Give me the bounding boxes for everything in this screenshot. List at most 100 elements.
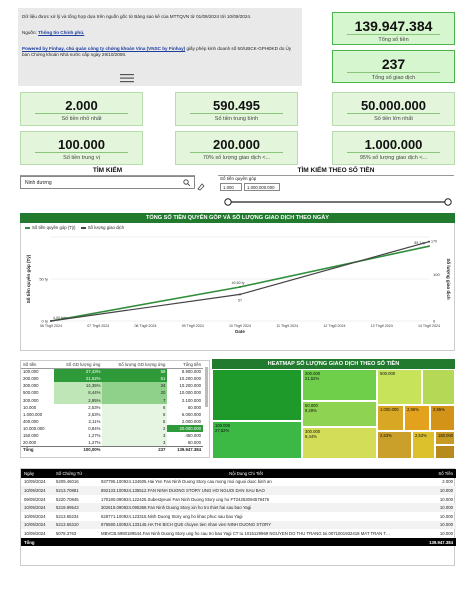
heatmap-cell[interactable] — [435, 445, 455, 459]
heatmap-cell[interactable]: 2,53% — [377, 431, 412, 459]
amount-min-input[interactable]: 1.000 — [220, 183, 242, 191]
heatmap-cell[interactable]: 2,53% — [412, 431, 435, 459]
heatmap-percent: 2,95% — [433, 407, 445, 412]
amount-table-panel: Số tiền Số GD lượng ứng Số lượng GD lượng … — [20, 360, 210, 458]
x-tick-label: 11 Thg9 2024 — [276, 324, 298, 328]
table-row[interactable]: 10/09/2024 5213.65310 876590.100924.133145… — [21, 520, 456, 530]
column-header[interactable]: Số Chứng Từ — [53, 469, 98, 478]
kpi-label: Số tiền trung vị — [35, 152, 128, 161]
table-cell: 5 — [102, 417, 168, 425]
column-header[interactable]: Số Tiền — [394, 469, 456, 478]
table-cell: 51 — [102, 375, 168, 383]
heatmap-percent: 27,52% — [215, 428, 230, 433]
table-cell: 10.000 — [394, 503, 456, 512]
heatmap-cell[interactable]: 50.000 9,28% — [302, 401, 377, 427]
heatmap-cell[interactable]: 2,95% — [430, 405, 455, 431]
heatmap-cell[interactable]: 300.000 8,44% — [302, 427, 377, 459]
table-cell: 10/09/2024 — [24, 479, 46, 485]
table-row[interactable]: 200.000 21,52% 51 10.200.000 — [21, 375, 203, 383]
chart-legend: Số tiền quyên góp (Tỷ) Số lượng giao dịc… — [25, 225, 124, 230]
column-header[interactable]: Số GD lượng ứng — [53, 361, 103, 369]
amount-max-value: 1.000.000.000 — [247, 185, 275, 190]
heatmap-label: 500.000 — [380, 371, 396, 376]
table-row[interactable]: 1.000.000 2,53% 6 6.000.000 — [21, 410, 203, 418]
table-cell: 500.000 — [23, 390, 39, 396]
heatmap-label: 50.000 — [305, 403, 318, 408]
detail-table: Ngày Số Chứng Từ Nội Dung Chi Tiết Số Tiền … — [21, 469, 456, 547]
search-icon[interactable] — [183, 179, 191, 188]
table-row[interactable]: 10/09/2024 5209.46016 937795.100924.134505… — [21, 478, 456, 487]
kpi-total-amount: 139.947.384 Tổng số tiền — [332, 12, 455, 45]
heatmap-cell[interactable]: 500.000 — [377, 369, 422, 405]
table-cell: 2.000 — [442, 479, 453, 485]
table-cell: 5213.65310 — [53, 520, 98, 530]
column-header[interactable]: Tổng tiền — [167, 361, 203, 369]
source-link[interactable]: Thông tin Chính phủ. — [38, 30, 85, 35]
table-cell: 34 — [102, 382, 168, 390]
table-row[interactable]: 20.000 1,27% 3 60.000 — [21, 439, 203, 447]
table-cell: 10.000 — [394, 486, 456, 495]
heatmap-cell[interactable] — [422, 369, 455, 405]
amount-table: Số tiền Số GD lượng ứng Số lượng GD lượng … — [21, 361, 203, 453]
menu-icon[interactable] — [120, 70, 134, 83]
table-cell: 10/09/2024 — [21, 503, 53, 512]
amount-min-value: 1.000 — [223, 185, 234, 190]
table-row[interactable]: 300.000 2,95% 7 2.100.000 — [21, 396, 203, 404]
kpi-value: 237 — [381, 56, 406, 72]
x-tick-label: 07 Thg9 2024 — [87, 324, 109, 328]
table-row[interactable]: 100.000 27,43% 58 8.900.000 — [21, 368, 203, 376]
table-cell: 892133.100924.135512.FAN NINH DUONG STOR… — [98, 486, 394, 495]
table-row[interactable]: 400.000 2,11% 5 2.000.000 — [21, 417, 203, 425]
x-tick-label: 09 Thg9 2024 — [182, 324, 204, 328]
search-input[interactable]: Ninh dương — [20, 176, 195, 189]
x-tick-label: 06 Thg9 2024 — [40, 324, 62, 328]
heatmap-label: 150.000 — [438, 433, 454, 438]
table-cell: 200.000 — [23, 376, 39, 382]
amount-max-input[interactable]: 1.000.000.000 — [244, 183, 280, 191]
heatmap-label: 100.000 — [215, 423, 231, 428]
table-cell: 5213.65234 — [56, 513, 79, 519]
table-row[interactable]: 500.000 8,44% 20 10.000.000 — [21, 389, 203, 397]
total-label: Tổng — [21, 537, 394, 547]
table-cell: 10/09/2024 — [24, 513, 46, 519]
table-row[interactable]: 10/09/2024 5213.65234 628771.100924.123315… — [21, 512, 456, 521]
heatmap-cell[interactable]: 1.000.000 — [377, 405, 404, 431]
table-cell: 6 — [102, 410, 168, 418]
table-row[interactable]: 150.000 1,27% 3 450.000 — [21, 431, 203, 440]
kpi-value: 50.000.000 — [360, 98, 427, 113]
amount-slider[interactable] — [224, 194, 452, 206]
table-row[interactable]: 300.000 14,35% 34 10.200.000 — [21, 382, 203, 390]
data-label: 57 — [238, 298, 242, 302]
column-header[interactable]: Ngày — [21, 469, 53, 478]
column-header[interactable]: Số tiền — [21, 361, 54, 369]
table-row[interactable]: 10.000.000 0,84% 2 20.000.000 — [21, 424, 203, 432]
table-cell: 10.000.000 — [23, 425, 45, 431]
data-point-count — [50, 320, 52, 322]
table-row[interactable]: 09/09/2024 5220.70845 170180.090924.122425… — [21, 495, 456, 504]
heatmap-cell[interactable]: 2,95% — [404, 405, 430, 431]
table-cell: 10.000 — [439, 513, 453, 519]
heatmap-cell[interactable] — [212, 369, 302, 421]
kpi-value: 1.000.000 — [364, 137, 423, 152]
table-cell: 20.000 — [23, 439, 37, 445]
table-cell: 2.100.000 — [181, 397, 201, 403]
line-chart-panel: Số tiền quyên góp (Tỷ) Số lượng giao dịc… — [20, 223, 455, 351]
column-header[interactable]: Nội Dung Chi Tiết — [98, 469, 394, 478]
table-row[interactable]: 10/09/2024 5219.99543 302618.090924.095358… — [21, 503, 456, 512]
heatmap-cell[interactable]: 100.000 27,52% — [212, 421, 302, 459]
table-cell: 10.000.000 — [179, 390, 201, 396]
heatmap-cell[interactable]: 200.000 21,52% — [302, 369, 377, 401]
x-tick-label: 08 Thg9 2024 — [134, 324, 156, 328]
y-tick-label: 50 tỷ — [39, 277, 48, 282]
total-cell: 100,00% — [83, 447, 101, 453]
table-row[interactable]: 10/09/2024 5213.70881 892133.100924.135512… — [21, 486, 456, 495]
powered-link[interactable]: Powered by Finhay, chủ quản công ty chứn… — [22, 46, 186, 51]
kpi-median-amount: 100.000 Số tiền trung vị — [20, 131, 143, 165]
heatmap-cell[interactable]: 150.000 — [435, 431, 455, 445]
table-row[interactable]: 10/09/2024 5078.3763 MBVCB.6980189544.Fan … — [21, 529, 456, 538]
table-scrollbar[interactable] — [205, 367, 208, 407]
eraser-icon[interactable] — [197, 178, 205, 191]
table-row[interactable]: 10.000 2,53% 6 60.000 — [21, 403, 203, 411]
kpi-label: Số tiền trung bình — [190, 113, 283, 122]
column-header[interactable]: Số lượng GD lượng ứng — [102, 361, 168, 369]
